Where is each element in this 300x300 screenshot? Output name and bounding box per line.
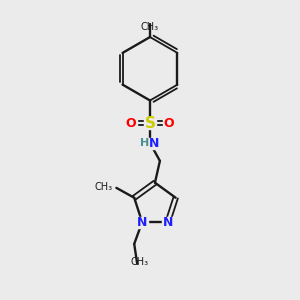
Text: N: N bbox=[137, 216, 147, 229]
Bar bbox=[163, 117, 175, 129]
Bar bbox=[162, 217, 173, 228]
Text: O: O bbox=[164, 117, 174, 130]
Text: N: N bbox=[163, 216, 173, 229]
Bar bbox=[137, 217, 148, 228]
Text: CH₃: CH₃ bbox=[141, 22, 159, 32]
Bar bbox=[139, 138, 161, 148]
Text: N: N bbox=[149, 136, 159, 150]
Text: CH₃: CH₃ bbox=[130, 257, 148, 267]
Text: H: H bbox=[140, 138, 150, 148]
Text: CH₃: CH₃ bbox=[94, 182, 112, 192]
Text: O: O bbox=[126, 117, 136, 130]
Text: S: S bbox=[145, 116, 155, 131]
Bar bbox=[125, 117, 137, 129]
Bar bbox=[144, 117, 156, 129]
